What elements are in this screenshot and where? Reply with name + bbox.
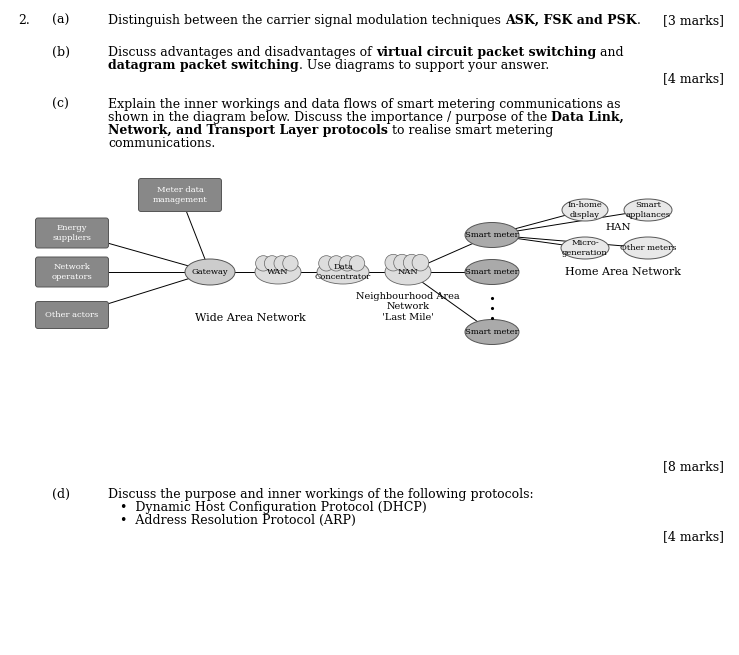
Text: Other meters: Other meters — [620, 244, 676, 252]
Circle shape — [283, 255, 298, 271]
FancyBboxPatch shape — [35, 301, 109, 329]
Ellipse shape — [185, 259, 235, 285]
Text: (d): (d) — [52, 488, 70, 501]
Ellipse shape — [561, 237, 609, 259]
Text: Gateway: Gateway — [191, 268, 228, 276]
Ellipse shape — [255, 260, 301, 284]
Circle shape — [403, 254, 420, 271]
Text: Discuss the purpose and inner workings of the following protocols:: Discuss the purpose and inner workings o… — [108, 488, 534, 501]
Text: (b): (b) — [52, 46, 70, 59]
Text: 2.: 2. — [18, 14, 30, 27]
Text: virtual circuit packet switching: virtual circuit packet switching — [375, 46, 596, 59]
Text: Explain the inner workings and data flows of smart metering communications as: Explain the inner workings and data flow… — [108, 98, 621, 111]
Text: Smart meter: Smart meter — [465, 328, 519, 336]
Text: In-home
display: In-home display — [568, 201, 602, 219]
Ellipse shape — [465, 223, 519, 248]
Text: Network, and Transport Layer protocols: Network, and Transport Layer protocols — [108, 124, 388, 137]
Text: [8 marks]: [8 marks] — [663, 460, 724, 473]
Ellipse shape — [385, 259, 431, 285]
Ellipse shape — [624, 199, 672, 221]
Ellipse shape — [562, 199, 608, 221]
Text: Smart meter: Smart meter — [465, 268, 519, 276]
FancyBboxPatch shape — [35, 257, 109, 287]
Circle shape — [329, 255, 344, 271]
Text: NAN: NAN — [398, 268, 418, 276]
Text: (a): (a) — [52, 14, 69, 27]
Text: Discuss advantages and disadvantages of: Discuss advantages and disadvantages of — [108, 46, 375, 59]
Ellipse shape — [465, 259, 519, 284]
FancyBboxPatch shape — [35, 218, 109, 248]
Text: communications.: communications. — [108, 137, 215, 150]
Text: Smart
appliances: Smart appliances — [625, 201, 670, 219]
Text: .: . — [636, 14, 641, 27]
Text: •  Address Resolution Protocol (ARP): • Address Resolution Protocol (ARP) — [120, 514, 356, 527]
FancyBboxPatch shape — [138, 179, 222, 212]
Circle shape — [394, 254, 410, 271]
Text: shown in the diagram below. Discuss the importance / purpose of the: shown in the diagram below. Discuss the … — [108, 111, 551, 124]
Circle shape — [339, 255, 355, 271]
Text: and: and — [596, 46, 624, 59]
Text: [4 marks]: [4 marks] — [663, 530, 724, 543]
Text: . Use diagrams to support your answer.: . Use diagrams to support your answer. — [299, 59, 549, 72]
Text: to realise smart metering: to realise smart metering — [388, 124, 554, 137]
Text: Home Area Network: Home Area Network — [565, 267, 681, 277]
Circle shape — [256, 255, 271, 271]
Text: (c): (c) — [52, 98, 69, 111]
Text: Meter data
management: Meter data management — [153, 187, 208, 204]
Circle shape — [412, 254, 429, 271]
Circle shape — [265, 255, 279, 271]
Text: Wide Area Network: Wide Area Network — [194, 313, 305, 323]
Ellipse shape — [465, 320, 519, 345]
Text: Neighbourhood Area
Network
'Last Mile': Neighbourhood Area Network 'Last Mile' — [356, 292, 460, 322]
Text: Network
operators: Network operators — [52, 263, 92, 280]
Text: datagram packet switching: datagram packet switching — [108, 59, 299, 72]
Ellipse shape — [317, 260, 369, 284]
Circle shape — [319, 255, 334, 271]
Text: Data Link,: Data Link, — [551, 111, 624, 124]
Circle shape — [350, 255, 365, 271]
Circle shape — [274, 255, 290, 271]
Text: Distinguish between the carrier signal modulation techniques: Distinguish between the carrier signal m… — [108, 14, 505, 27]
Text: Data
Concentrator: Data Concentrator — [315, 263, 371, 280]
Text: Smart meter: Smart meter — [465, 231, 519, 239]
Text: Energy
suppliers: Energy suppliers — [52, 225, 92, 242]
Circle shape — [385, 254, 401, 271]
Text: ASK, FSK and PSK: ASK, FSK and PSK — [505, 14, 636, 27]
Text: Other actors: Other actors — [45, 311, 98, 319]
Text: [4 marks]: [4 marks] — [663, 72, 724, 85]
Text: [3 marks]: [3 marks] — [663, 14, 724, 27]
Ellipse shape — [623, 237, 673, 259]
Text: HAN: HAN — [605, 223, 631, 233]
Text: WAN: WAN — [268, 268, 289, 276]
Text: Micro-
generation: Micro- generation — [562, 239, 608, 257]
Text: •  Dynamic Host Configuration Protocol (DHCP): • Dynamic Host Configuration Protocol (D… — [120, 501, 426, 514]
